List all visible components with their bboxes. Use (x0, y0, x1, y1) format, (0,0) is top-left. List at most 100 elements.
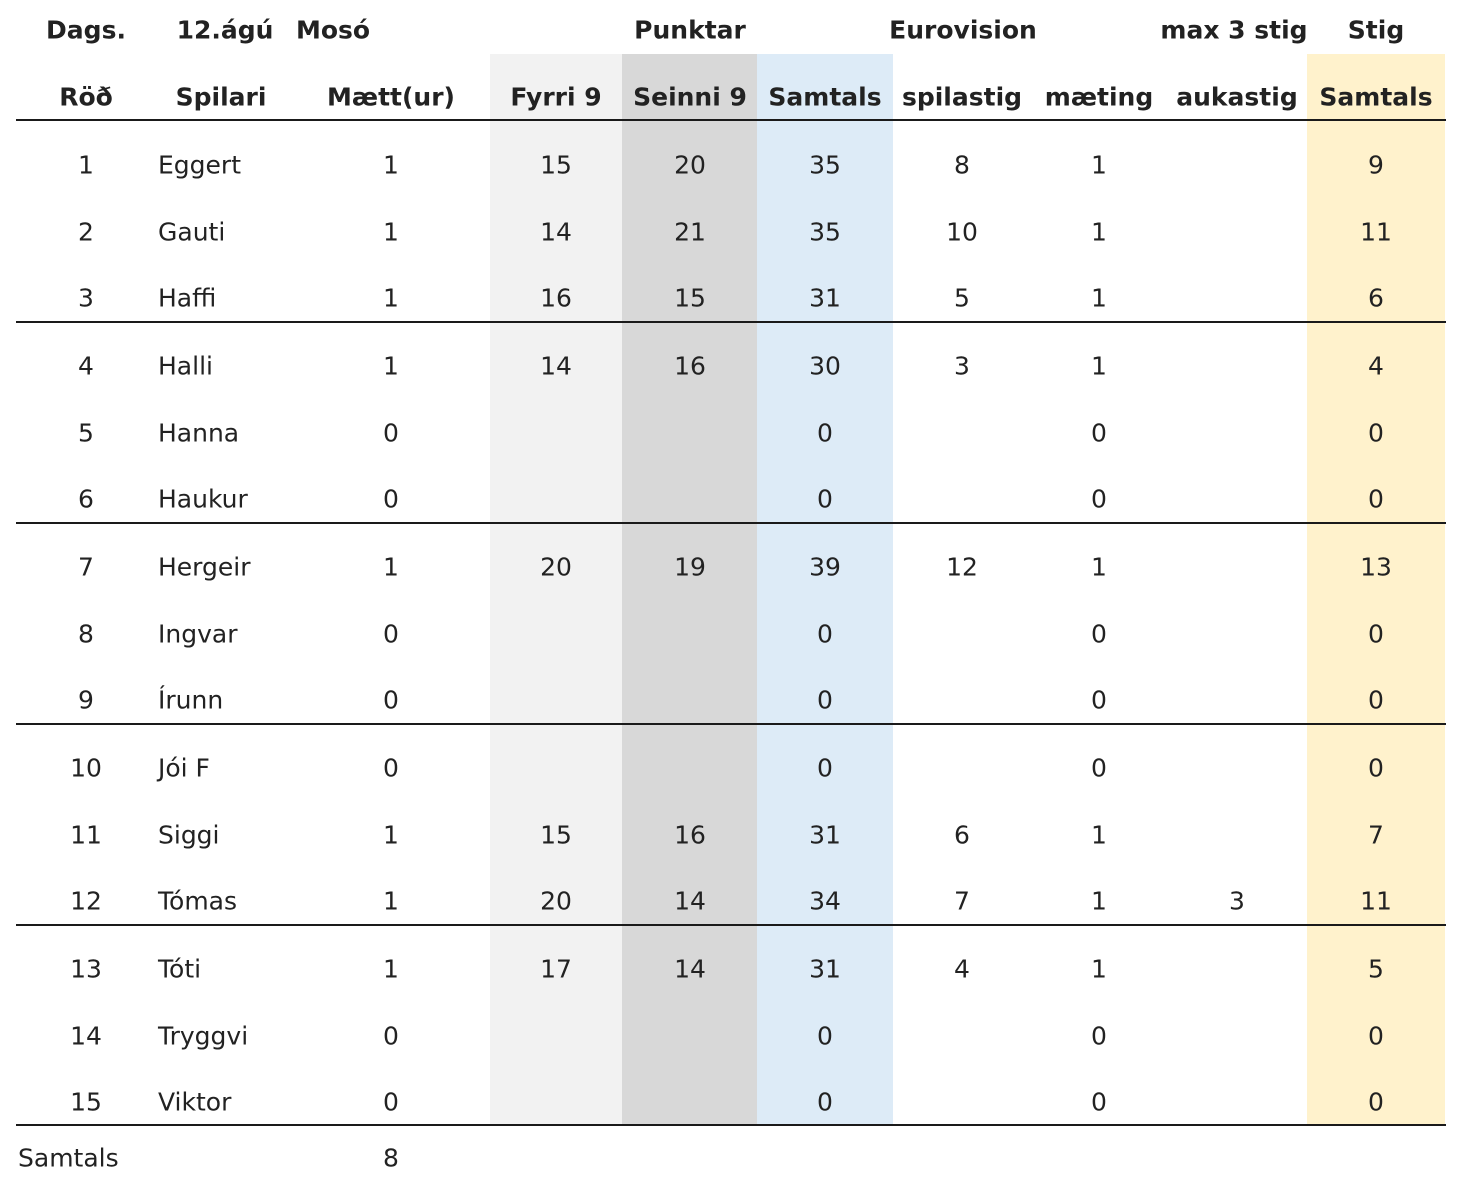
row-rank: 9 (78, 685, 94, 715)
row-seinni: 14 (674, 886, 706, 916)
row-maeting: 1 (1091, 820, 1107, 849)
group-divider (16, 321, 1446, 323)
row-stig-total: 13 (1360, 552, 1392, 582)
row-samtals: 0 (817, 753, 833, 783)
row-player-name: Hanna (158, 418, 240, 447)
row-samtals: 35 (809, 150, 841, 180)
row-seinni: 15 (674, 283, 706, 313)
row-rank: 2 (78, 217, 94, 246)
row-maeting: 0 (1091, 753, 1107, 783)
row-spilastig: 5 (954, 283, 970, 313)
row-maett: 0 (383, 753, 399, 783)
row-spilastig: 7 (954, 886, 970, 916)
spilastig-column-header: spilastig (901, 82, 1023, 112)
aukastig-column-header: aukastig (1176, 82, 1298, 112)
stig-samtals-column-header: Samtals (1319, 82, 1433, 112)
row-fyrri: 15 (540, 820, 572, 849)
row-maett: 1 (383, 954, 399, 984)
row-rank: 11 (70, 820, 102, 849)
row-stig-total: 0 (1368, 619, 1384, 648)
row-maeting: 1 (1091, 552, 1107, 582)
row-samtals: 31 (809, 820, 841, 849)
stig-column-band (1307, 54, 1445, 1125)
row-maett: 0 (383, 685, 399, 715)
row-rank: 1 (78, 150, 94, 180)
seinni-column-band (622, 54, 757, 1125)
eurovision-header: Eurovision (889, 15, 1037, 45)
row-rank: 13 (70, 954, 102, 984)
row-fyrri: 15 (540, 150, 572, 180)
row-player-name: Viktor (158, 1087, 232, 1117)
row-player-name: Hergeir (158, 552, 251, 582)
row-spilastig: 12 (946, 552, 978, 582)
row-player-name: Halli (158, 351, 213, 381)
row-maeting: 0 (1091, 619, 1107, 648)
row-samtals: 34 (809, 886, 841, 916)
header-divider (16, 119, 1446, 121)
row-spilastig: 10 (946, 217, 978, 246)
row-maett: 0 (383, 418, 399, 447)
row-stig-total: 9 (1368, 150, 1384, 180)
date-value: 12.ágú (176, 15, 274, 45)
row-samtals: 0 (817, 418, 833, 447)
row-rank: 5 (78, 418, 94, 447)
max-stig-header: max 3 stig (1160, 15, 1308, 45)
row-maett: 0 (383, 619, 399, 648)
row-stig-total: 0 (1368, 484, 1384, 514)
seinni-column-header: Seinni 9 (633, 82, 747, 112)
row-stig-total: 0 (1368, 1087, 1384, 1117)
row-samtals: 0 (817, 619, 833, 648)
row-stig-total: 4 (1368, 351, 1384, 381)
row-player-name: Haukur (158, 484, 248, 514)
row-maeting: 1 (1091, 150, 1107, 180)
row-player-name: Haffi (158, 283, 217, 313)
row-rank: 15 (70, 1087, 102, 1117)
row-spilastig: 6 (954, 820, 970, 849)
stig-header: Stig (1347, 15, 1405, 45)
row-maett: 1 (383, 552, 399, 582)
row-stig-total: 0 (1368, 753, 1384, 783)
course-name: Mosó (295, 15, 371, 45)
row-player-name: Tóti (158, 954, 202, 984)
row-rank: 4 (78, 351, 94, 381)
row-maett: 1 (383, 886, 399, 916)
row-maett: 0 (383, 484, 399, 514)
row-spilastig: 8 (954, 150, 970, 180)
row-maeting: 1 (1091, 886, 1107, 916)
row-samtals: 0 (817, 685, 833, 715)
group-divider (16, 522, 1446, 524)
fyrri-column-header: Fyrri 9 (510, 82, 602, 112)
row-maett: 0 (383, 1087, 399, 1117)
row-stig-total: 5 (1368, 954, 1384, 984)
row-maeting: 0 (1091, 484, 1107, 514)
row-maeting: 0 (1091, 1021, 1107, 1050)
row-seinni: 16 (674, 351, 706, 381)
row-samtals: 30 (809, 351, 841, 381)
row-seinni: 14 (674, 954, 706, 984)
row-player-name: Írunn (158, 685, 224, 715)
row-maeting: 0 (1091, 685, 1107, 715)
row-rank: 6 (78, 484, 94, 514)
row-stig-total: 11 (1360, 217, 1392, 246)
row-fyrri: 17 (540, 954, 572, 984)
row-player-name: Jói F (158, 753, 210, 783)
row-maeting: 1 (1091, 954, 1107, 984)
spilari-column-header: Spilari (175, 82, 267, 112)
footer-maett-total: 8 (383, 1143, 399, 1173)
row-aukastig: 3 (1229, 886, 1245, 916)
row-rank: 10 (70, 753, 102, 783)
row-maeting: 0 (1091, 1087, 1107, 1117)
row-samtals: 35 (809, 217, 841, 246)
row-player-name: Gauti (158, 217, 226, 246)
row-maett: 1 (383, 150, 399, 180)
row-samtals: 39 (809, 552, 841, 582)
row-maett: 1 (383, 351, 399, 381)
row-maett: 1 (383, 283, 399, 313)
row-stig-total: 7 (1368, 820, 1384, 849)
row-maeting: 0 (1091, 418, 1107, 447)
row-rank: 3 (78, 283, 94, 313)
row-stig-total: 0 (1368, 685, 1384, 715)
row-player-name: Ingvar (158, 619, 238, 648)
row-maeting: 1 (1091, 283, 1107, 313)
row-rank: 7 (78, 552, 94, 582)
